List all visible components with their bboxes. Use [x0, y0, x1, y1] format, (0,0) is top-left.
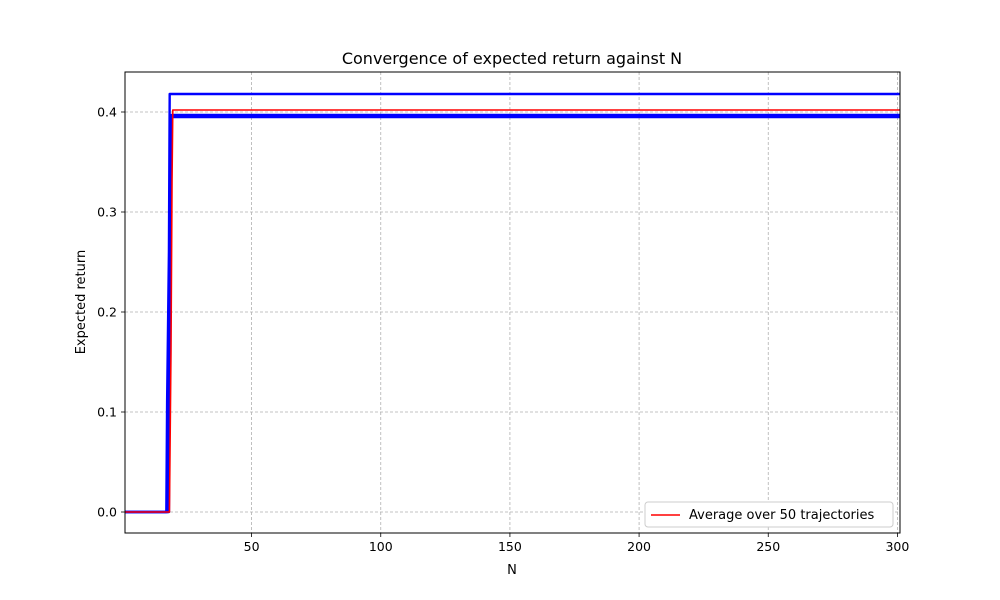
y-axis-ticks: 0.0 0.1 0.2 0.3 0.4 — [97, 105, 125, 520]
series-layer — [125, 92, 900, 514]
y-axis-label: Expected return — [74, 250, 89, 355]
series-line-average — [125, 109, 900, 513]
x-axis-ticks: 50 100 150 200 250 300 — [244, 533, 909, 554]
grid — [125, 72, 900, 533]
plot-frame — [124, 71, 901, 534]
legend-box — [644, 501, 894, 528]
chart-title: Convergence of expected return against N — [342, 49, 682, 68]
x-tick-label: 250 — [756, 539, 780, 554]
x-tick-label: 50 — [244, 539, 260, 554]
x-tick-label: 100 — [369, 539, 393, 554]
legend: Average over 50 trajectories — [644, 501, 894, 528]
x-axis-label: N — [507, 563, 517, 578]
y-tick-label: 0.1 — [97, 405, 117, 420]
y-tick-label: 0.3 — [97, 205, 117, 220]
y-tick-label: 0.4 — [97, 105, 117, 120]
y-tick-label: 0.2 — [97, 305, 117, 320]
x-tick-label: 300 — [885, 539, 909, 554]
legend-label-average: Average over 50 trajectories — [689, 508, 874, 523]
x-tick-label: 200 — [627, 539, 651, 554]
y-tick-label: 0.0 — [97, 505, 117, 520]
x-tick-label: 150 — [498, 539, 522, 554]
